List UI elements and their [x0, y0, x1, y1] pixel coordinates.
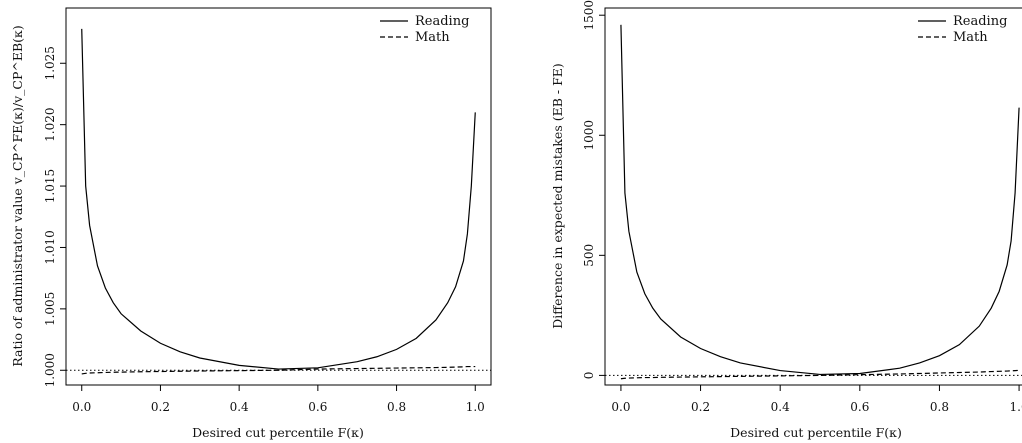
series-line-reading	[620, 24, 1020, 376]
y-tick-label: 1.000	[43, 353, 57, 387]
left-panel: 0.0 0.2 0.4 0.6 0.8 1.0 1.0001.0051.0101.0151…	[10, 7, 492, 440]
legend: Reading Math	[380, 14, 469, 45]
x-tick-label: 0.6	[308, 400, 327, 414]
y-tick-label: 1500	[582, 0, 596, 30]
x-tick-label: 0.8	[387, 400, 406, 414]
y-axis: 1.000 1.005 1.010 1.015 1.020 1.025	[43, 46, 66, 387]
x-tick-label: 1.0	[466, 400, 485, 414]
legend-label-reading: Reading	[415, 14, 469, 29]
x-tick-label: 0.8	[930, 400, 949, 414]
x-axis: 0.0 0.2 0.4 0.6 0.8 1.0	[611, 385, 1022, 414]
legend-label-reading: Reading	[953, 14, 1007, 29]
y-tick-label: 1000	[582, 120, 596, 151]
y-tick-label: 1.015	[43, 169, 57, 203]
x-tick-label: 0.6	[850, 400, 869, 414]
y-tick-label: 500	[582, 244, 596, 267]
series-line-math	[620, 369, 1020, 380]
series-line-math	[81, 365, 476, 375]
y-tick-label: 0	[582, 372, 596, 380]
x-tick-label: 0.4	[230, 400, 249, 414]
plot-frame	[604, 7, 1022, 386]
y-axis-label: Ratio of administrator value v_CP^FE(κ)/…	[10, 25, 25, 366]
series-line-reading	[81, 28, 476, 370]
y-tick-label: 1.025	[43, 46, 57, 80]
y-axis-label: Difference in expected mistakes (EB - FE…	[550, 63, 565, 329]
x-axis: 0.0 0.2 0.4 0.6 0.8 1.0	[72, 385, 485, 414]
x-tick-label: 0.2	[691, 400, 710, 414]
x-tick-label: 0.0	[72, 400, 91, 414]
y-tick-label: 1.010	[43, 230, 57, 264]
series-group	[620, 24, 1020, 380]
x-tick-label: 0.0	[611, 400, 630, 414]
x-tick-label: 0.4	[771, 400, 790, 414]
right-panel: 0.0 0.2 0.4 0.6 0.8 1.0 0 500 1000 1500 Reading …	[550, 0, 1022, 440]
x-axis-label: Desired cut percentile F(κ)	[192, 425, 364, 440]
legend-label-math: Math	[953, 30, 988, 45]
plot-frame	[65, 7, 492, 386]
x-tick-label: 1.0	[1010, 400, 1022, 414]
x-tick-label: 0.2	[151, 400, 170, 414]
y-axis: 0 500 1000 1500	[582, 0, 605, 379]
y-tick-label: 1.020	[43, 107, 57, 141]
legend: Reading Math	[918, 14, 1007, 45]
x-axis-label: Desired cut percentile F(κ)	[730, 425, 902, 440]
series-group	[81, 28, 476, 375]
legend-label-math: Math	[415, 30, 450, 45]
y-tick-label: 1.005	[43, 292, 57, 326]
